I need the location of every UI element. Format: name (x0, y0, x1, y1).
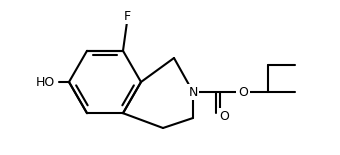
Text: O: O (238, 86, 248, 98)
Text: N: N (188, 86, 198, 98)
Text: O: O (219, 109, 229, 122)
Text: HO: HO (35, 75, 55, 89)
Text: F: F (123, 9, 131, 22)
